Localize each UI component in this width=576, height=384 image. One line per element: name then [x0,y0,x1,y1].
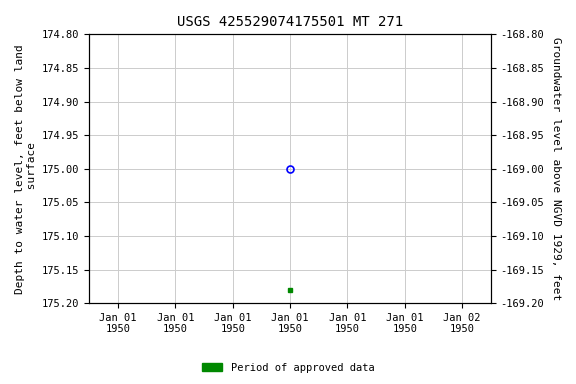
Title: USGS 425529074175501 MT 271: USGS 425529074175501 MT 271 [177,15,403,29]
Legend: Period of approved data: Period of approved data [198,359,378,377]
Y-axis label: Groundwater level above NGVD 1929, feet: Groundwater level above NGVD 1929, feet [551,37,561,300]
Y-axis label: Depth to water level, feet below land
 surface: Depth to water level, feet below land su… [15,44,37,294]
